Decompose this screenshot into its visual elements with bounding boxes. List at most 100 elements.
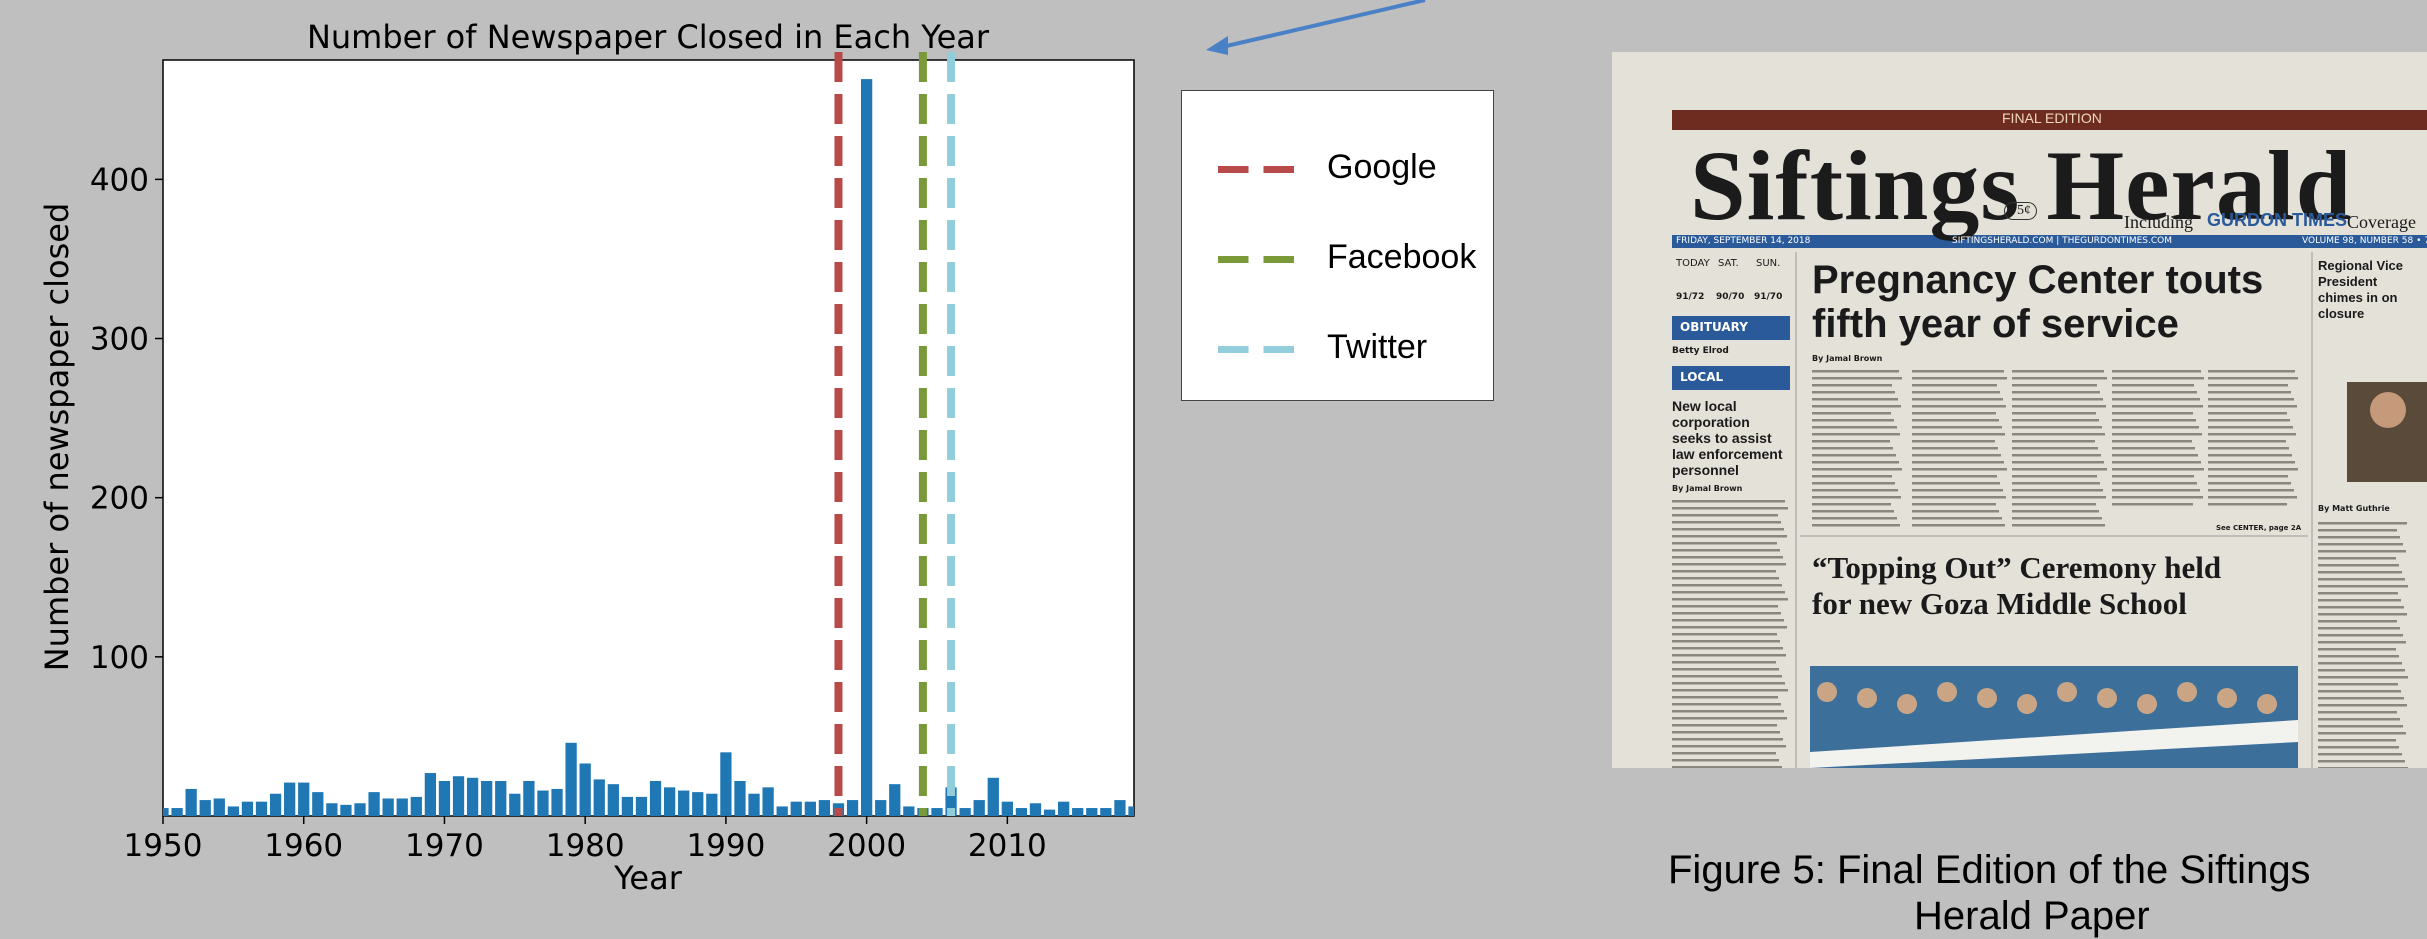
bar-1966 [382,798,394,816]
newspaper-text-line [1812,405,1901,408]
plot-area [162,59,1135,817]
newspaper-text-line [1812,454,1896,457]
newspaper-text-line [2112,454,2198,457]
bar-1986 [663,787,676,816]
bar-1960 [298,782,310,816]
x-axis-ticks: 1950 1960 1970 1980 1990 2000 2010 [124,816,1047,864]
photo-figure [2097,688,2117,708]
newspaper-text-line [2112,440,2192,443]
bar-1996 [804,801,816,816]
newspaper-text-line [2318,529,2397,532]
newspaper-site: SIFTINGSHERALD.COM | THEGURDONTIMES.COM [1952,236,2172,246]
newspaper-scan [1612,52,2427,768]
newspaper-text-line [2318,725,2403,728]
newspaper-text-line [2318,718,2400,721]
newspaper-text-line [1672,577,1779,580]
newspaper-text-line [2208,426,2293,429]
bar-2009 [987,777,999,816]
newspaper-text-line [1912,398,2003,401]
bar-1982 [607,784,619,816]
newspaper-text-line [1672,633,1777,636]
newspaper-volume: VOLUME 98, NUMBER 58 • 75¢ [2302,236,2427,246]
bar-2003 [903,806,915,816]
newspaper-text-line [1812,440,1890,443]
bar-1991 [734,780,746,816]
newspaper-text-line [2318,613,2407,616]
y-tick-label: 100 [90,640,149,676]
newspaper-text-line [1672,528,1784,531]
bar-1979 [565,742,577,816]
legend-swatch [1218,256,1294,263]
newspaper-text-line [1812,510,1894,513]
newspaper-text-line [2012,503,2096,506]
newspaper-text-line [1672,535,1787,538]
bar-1975 [509,793,521,816]
newspaper-text-line [2208,377,2298,380]
newspaper-text-line [1672,689,1788,692]
newspaper-text-line [2012,482,2100,485]
bar-1981 [593,779,605,816]
y-axis-ticks: 100 200 300 400 [90,162,163,676]
newspaper-text-line [1672,500,1785,503]
newspaper-text-line [1812,482,1895,485]
newspaper-text-line [2318,655,2399,658]
newspaper-text-line [1672,584,1782,587]
bars-group [163,79,1134,817]
newspaper-text-line [2318,690,2401,693]
newspaper-dateline: FRIDAY, SEPTEMBER 14, 2018 [1676,236,1811,246]
bar-1958 [269,793,282,816]
x-tick-label: 1990 [686,828,765,864]
newspaper-text-line [1912,489,2003,492]
photo-figure [2137,694,2157,714]
legend-swatch [1218,166,1294,173]
newspaper-text-line [2012,384,2097,387]
newspaper-text-line [1812,370,1899,373]
newspaper-text-line [2012,461,2104,464]
bar-2007 [959,808,971,816]
chart-title: Number of Newspaper Closed in Each Year [307,18,990,56]
bar-2011 [1015,808,1028,816]
newspaper-coverage: Coverage [2347,212,2416,232]
newspaper-text-line [2112,412,2193,415]
bar-1952 [185,788,197,816]
newspaper-text-line [2112,475,2194,478]
newspaper-text-line [1912,517,2002,520]
newspaper-text-line [1672,766,1782,768]
newspaper-text-line [1912,419,1999,422]
x-tick-label: 1960 [264,828,343,864]
bar-2005 [931,808,943,816]
newspaper-text-line [1912,503,1996,506]
newspaper-text-line [2208,482,2291,485]
newspaper-text-line [2208,391,2291,394]
obituary-label: OBITUARY [1680,320,1748,334]
y-axis-label: Number of newspaper closed [38,203,76,672]
newspaper-text-line [2208,475,2288,478]
bar-2017 [1100,808,1112,816]
newspaper-text-line [1812,419,1894,422]
weather-day-2: SAT. [1718,258,1739,269]
weather-day-1: TODAY [1676,258,1710,269]
newspaper-text-line [2318,760,2405,763]
newspaper-text-line [2318,697,2404,700]
newspaper-text-line [1912,468,2007,471]
newspaper-text-line [1912,433,2005,436]
main-headline-2: fifth year of service [1812,302,2179,346]
newspaper-text-line [1912,447,1998,450]
newspaper-text-line [1812,398,1898,401]
newspaper-text-line [1672,724,1777,727]
newspaper-text-line [1672,542,1777,545]
newspaper-text-line [1912,391,2000,394]
newspaper-text-line [2208,468,2298,471]
newspaper-text-line [1812,447,1893,450]
newspaper-text-line [2012,412,2096,415]
newspaper-text-line [2012,370,2104,373]
newspaper-text-line [1672,507,1788,510]
newspaper-banner: FINAL EDITION [2002,110,2102,126]
bar-2008 [973,800,985,816]
bar-1978 [551,788,563,816]
newspaper-text-line [1912,482,2000,485]
bar-2012 [1029,803,1042,816]
newspaper-price: 75¢ [2004,202,2037,220]
newspaper-text-line [1912,510,1999,513]
newspaper-text-line [2208,419,2290,422]
